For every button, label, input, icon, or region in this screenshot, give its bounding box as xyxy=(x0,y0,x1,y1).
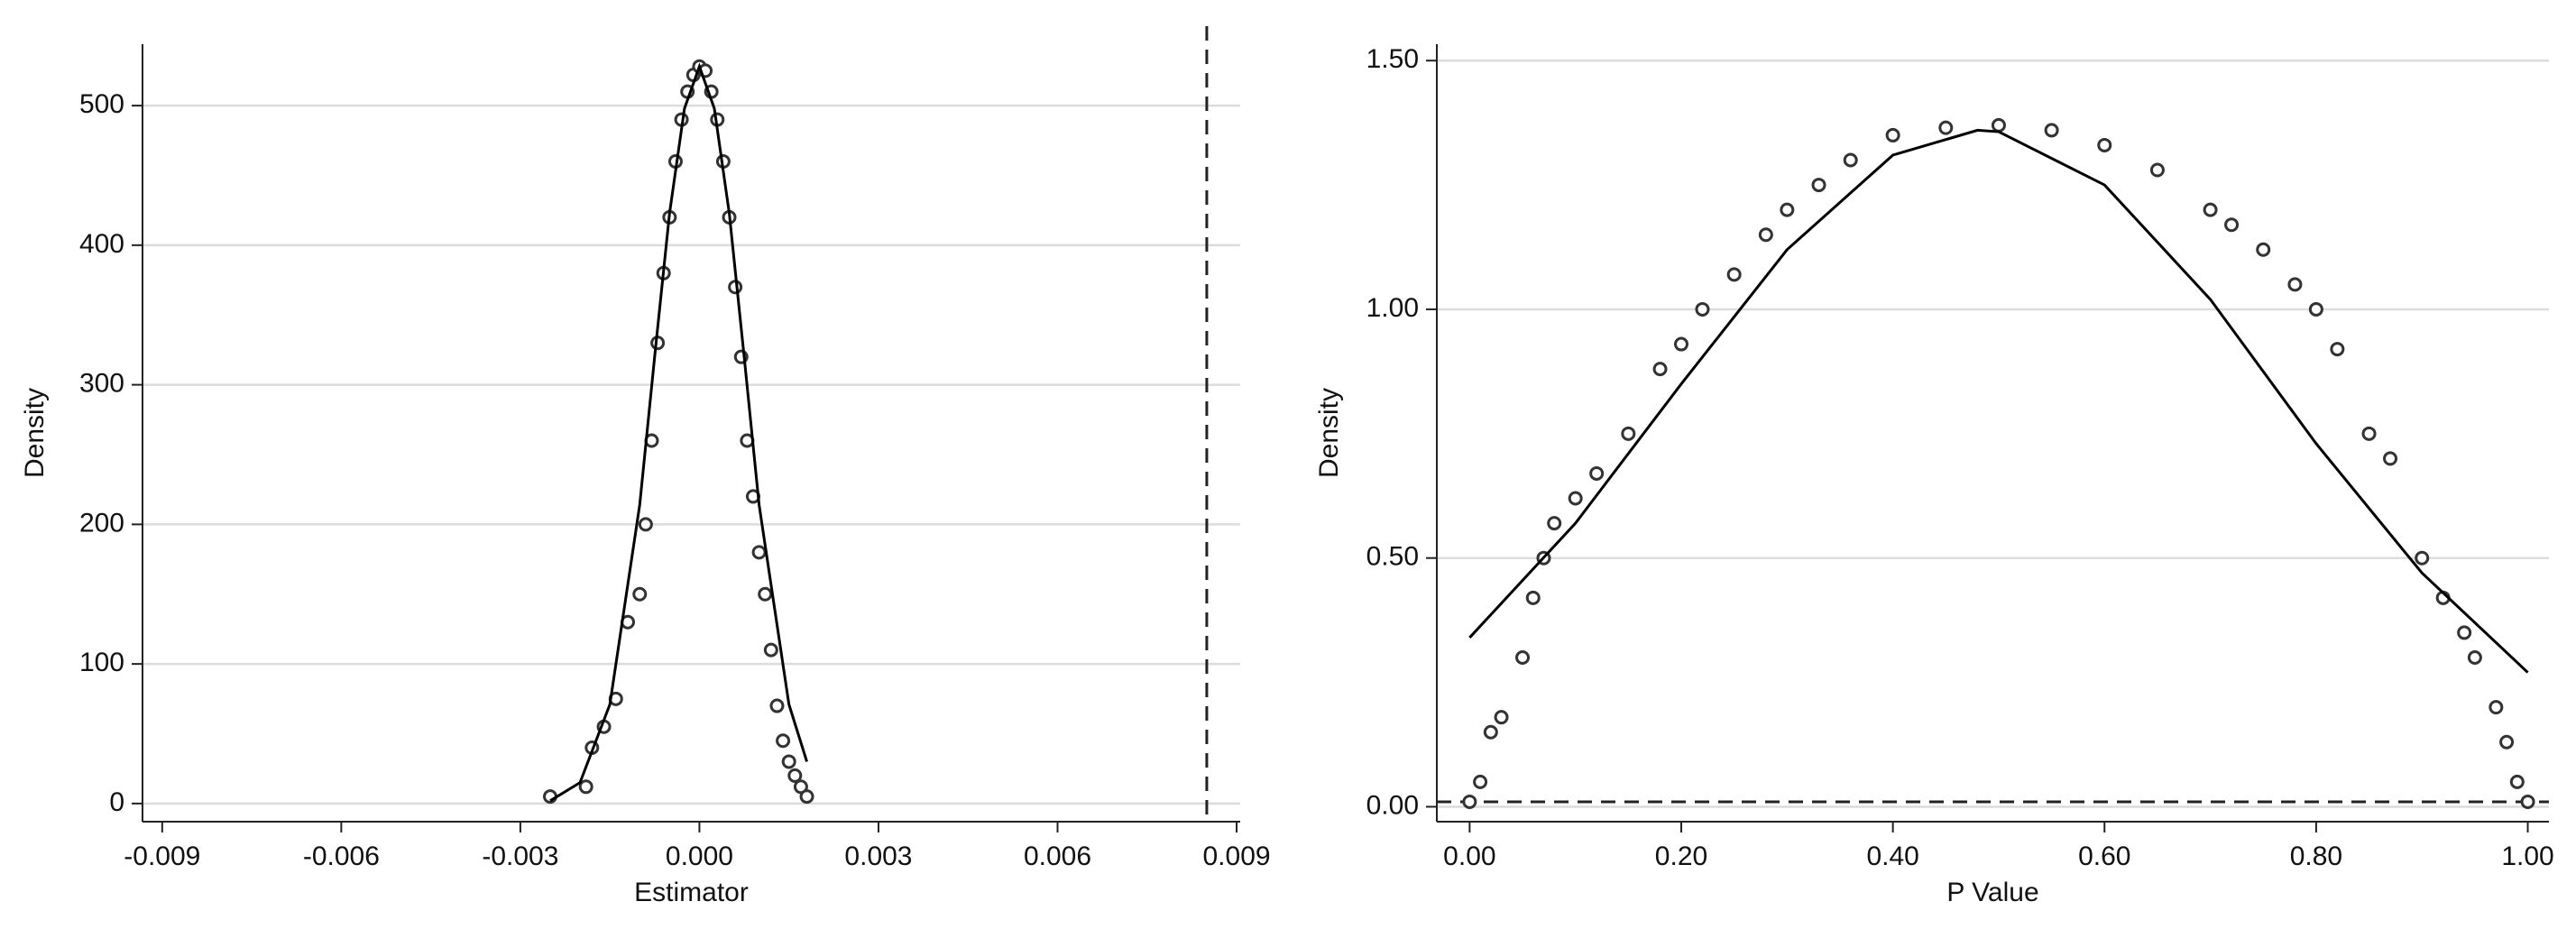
density-point xyxy=(1473,774,1488,789)
density-point xyxy=(751,545,767,560)
density-point xyxy=(1525,590,1541,605)
y-tick-label: 0 xyxy=(109,787,124,817)
density-point xyxy=(1843,152,1858,168)
x-tick-label: 0.20 xyxy=(1655,842,1707,871)
density-point xyxy=(632,586,648,602)
y-tick-label: 0.00 xyxy=(1366,790,1419,820)
y-tick-label: 100 xyxy=(79,648,124,677)
x-tick-label: 0.003 xyxy=(844,842,912,871)
x-tick-label: 0.60 xyxy=(2078,842,2130,871)
density-point xyxy=(781,754,796,769)
density-point xyxy=(578,779,593,795)
density-point xyxy=(787,768,803,783)
x-tick-label: -0.009 xyxy=(124,842,200,871)
density-point xyxy=(2383,451,2398,466)
density-point xyxy=(1726,267,1742,282)
density-point xyxy=(799,789,814,805)
y-tick-label: 400 xyxy=(79,229,124,259)
density-point xyxy=(1462,794,1477,809)
density-point xyxy=(1621,426,1636,441)
density-point xyxy=(769,698,785,713)
density-point xyxy=(2149,162,2165,178)
x-tick-label: 0.80 xyxy=(2290,842,2342,871)
density-point xyxy=(1811,178,1826,193)
density-point xyxy=(1515,650,1531,666)
y-tick-label: 300 xyxy=(79,369,124,399)
y-tick-label: 1.50 xyxy=(1366,44,1419,74)
density-point xyxy=(638,517,653,532)
y-axis-title: Density xyxy=(20,388,50,478)
density-point xyxy=(758,586,773,602)
density-point xyxy=(2287,277,2303,292)
y-tick-label: 1.00 xyxy=(1366,293,1419,323)
density-point xyxy=(776,733,791,749)
density-point xyxy=(1589,465,1605,481)
density-point xyxy=(1674,336,1689,352)
density-point xyxy=(1695,301,1710,317)
density-point xyxy=(2044,123,2059,138)
density-point xyxy=(2330,342,2345,357)
x-tick-label: 0.000 xyxy=(666,842,733,871)
x-tick-label: 0.40 xyxy=(1866,842,1918,871)
density-point xyxy=(1938,120,1954,135)
x-axis-title: Estimator xyxy=(634,878,749,907)
normal-curve xyxy=(1468,128,2529,674)
density-point xyxy=(1758,227,1773,243)
x-tick-label: 0.006 xyxy=(1024,842,1091,871)
density-point xyxy=(2509,774,2525,789)
normal-curve xyxy=(549,62,808,803)
density-point xyxy=(2520,794,2535,809)
density-point xyxy=(1568,491,1583,506)
density-point xyxy=(1780,202,1795,217)
x-tick-label: 1.00 xyxy=(2501,842,2553,871)
x-tick-label: -0.006 xyxy=(303,842,380,871)
y-tick-label: 200 xyxy=(79,508,124,538)
density-point xyxy=(1991,117,2006,133)
x-tick-label: -0.003 xyxy=(482,842,558,871)
x-tick-label: 0.00 xyxy=(1443,842,1495,871)
density-point xyxy=(1483,724,1498,740)
density-point xyxy=(1885,127,1900,143)
density-point xyxy=(2361,426,2377,441)
x-tick-label: 0.009 xyxy=(1202,842,1270,871)
density-point xyxy=(2467,650,2482,666)
density-point xyxy=(2499,734,2515,750)
x-axis-title: P Value xyxy=(1946,878,2038,907)
density-point xyxy=(1494,710,1509,725)
density-point xyxy=(2256,242,2271,257)
density-point xyxy=(2308,301,2323,317)
y-axis-title: Density xyxy=(1314,388,1344,478)
density-point xyxy=(1652,362,1668,377)
density-point xyxy=(763,642,778,658)
density-point xyxy=(2457,625,2472,640)
density-point xyxy=(2224,217,2240,233)
density-point xyxy=(2415,550,2430,566)
density-point xyxy=(2489,700,2504,715)
y-tick-label: 0.50 xyxy=(1366,542,1419,572)
y-tick-label: 500 xyxy=(79,89,124,119)
density-point xyxy=(2203,202,2218,217)
density-point xyxy=(1547,516,1562,531)
density-point xyxy=(2097,137,2112,152)
